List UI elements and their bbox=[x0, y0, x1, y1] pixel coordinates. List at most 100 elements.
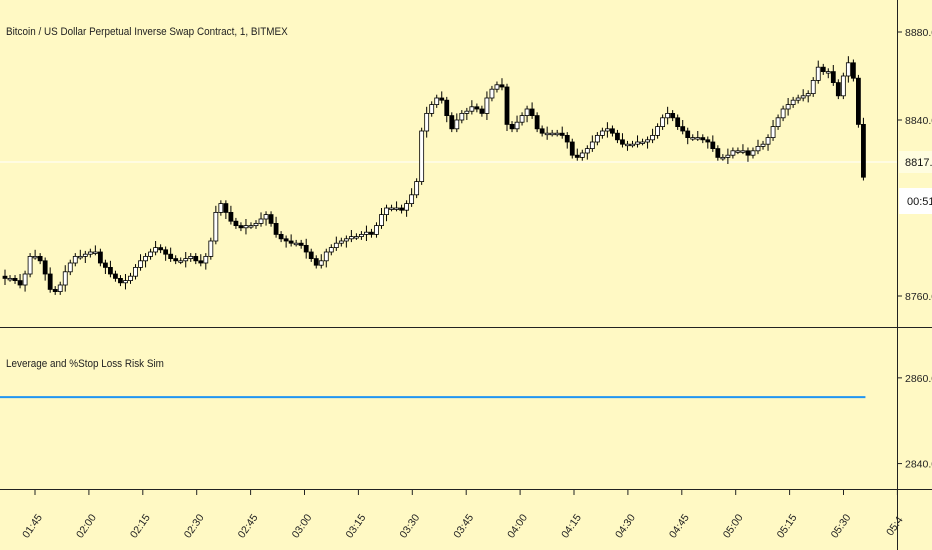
candle-body-down bbox=[369, 231, 374, 235]
candle-body-up bbox=[459, 113, 465, 121]
candle-body-up bbox=[7, 277, 13, 281]
candle-body-down bbox=[835, 82, 841, 97]
candle-body-down bbox=[313, 258, 319, 266]
candle-body-down bbox=[861, 124, 866, 178]
indicator-tick-label: 2860.0 bbox=[905, 373, 932, 385]
indicator-ticks-group: 2860.0 2840.0 bbox=[897, 373, 932, 471]
candle-body-up bbox=[810, 80, 816, 95]
candle-body-up bbox=[785, 104, 791, 110]
candle-body-up bbox=[660, 117, 666, 128]
candle-body-up bbox=[434, 97, 440, 105]
candle-body-up bbox=[153, 247, 159, 253]
candle-body-up bbox=[454, 119, 460, 130]
candle-body-down bbox=[705, 139, 711, 143]
candle-body-up bbox=[795, 97, 801, 101]
candle-body-up bbox=[645, 139, 650, 143]
candle-body-up bbox=[263, 214, 269, 220]
price-ticks-group: 8880.0 8840.0 8760.0 bbox=[897, 27, 932, 303]
candle-body-up bbox=[123, 280, 128, 284]
candle-body-up bbox=[484, 97, 490, 114]
candle-body-up bbox=[750, 150, 756, 156]
candle-body-down bbox=[228, 211, 234, 222]
candle-body-down bbox=[168, 253, 174, 259]
candle-body-up bbox=[655, 126, 660, 136]
candle-body-up bbox=[419, 130, 425, 182]
candle-body-down bbox=[670, 113, 676, 119]
candle-body-up bbox=[389, 207, 394, 210]
candle-body-down bbox=[278, 233, 284, 240]
candle-body-down bbox=[439, 97, 445, 101]
candle-body-down bbox=[273, 222, 279, 235]
candle-body-up bbox=[790, 99, 796, 105]
symbol-title[interactable]: Bitcoin / US Dollar Perpetual Inverse Sw… bbox=[6, 26, 288, 38]
candle-body-down bbox=[298, 242, 304, 246]
candle-body-down bbox=[534, 115, 540, 130]
candle-body-down bbox=[499, 84, 505, 88]
candle-body-up bbox=[690, 137, 696, 140]
candle-body-up bbox=[554, 132, 560, 136]
candle-body-up bbox=[605, 128, 610, 132]
candle-body-up bbox=[384, 207, 389, 215]
candle-body-down bbox=[163, 249, 169, 255]
candle-body-up bbox=[67, 262, 73, 273]
countdown-label: 00:51 bbox=[907, 196, 932, 208]
candle-body-up bbox=[243, 225, 249, 229]
candle-body-up bbox=[188, 255, 194, 259]
countdown-box bbox=[899, 188, 932, 214]
candle-body-up bbox=[87, 251, 93, 255]
candle-body-up bbox=[32, 255, 38, 259]
candle-body-down bbox=[399, 207, 404, 211]
candle-body-down bbox=[685, 130, 691, 138]
candle-body-down bbox=[700, 137, 706, 141]
candle-body-down bbox=[173, 258, 179, 262]
candle-body-up bbox=[318, 260, 324, 266]
candle-body-up bbox=[740, 150, 746, 153]
candle-body-up bbox=[519, 115, 525, 123]
candle-body-down bbox=[238, 225, 244, 229]
candle-body-down bbox=[559, 132, 565, 136]
candle-body-down bbox=[680, 126, 686, 132]
candle-body-up bbox=[524, 108, 530, 116]
candle-body-up bbox=[494, 84, 500, 90]
candle-body-up bbox=[333, 242, 339, 248]
candle-body-up bbox=[92, 251, 98, 254]
candle-body-up bbox=[82, 253, 88, 257]
candle-body-down bbox=[52, 288, 58, 292]
candle-body-up bbox=[665, 113, 671, 119]
indicator-title[interactable]: Leverage and %Stop Loss Risk Sim bbox=[6, 358, 164, 370]
candle-body-up bbox=[755, 145, 761, 152]
candle-body-up bbox=[845, 62, 851, 77]
candle-body-up bbox=[825, 71, 831, 74]
candle-body-down bbox=[615, 132, 620, 141]
candle-body-up bbox=[293, 242, 299, 246]
candle-body-down bbox=[574, 154, 580, 158]
candle-body-down bbox=[2, 275, 8, 279]
candle-body-down bbox=[193, 255, 199, 262]
candle-body-up bbox=[780, 108, 786, 119]
candle-body-down bbox=[233, 220, 239, 226]
candle-body-up bbox=[359, 233, 364, 237]
candle-body-up bbox=[775, 117, 781, 128]
candle-body-up bbox=[62, 271, 68, 286]
candle-body-up bbox=[414, 181, 420, 196]
candle-body-up bbox=[213, 211, 219, 242]
candle-body-up bbox=[404, 203, 410, 211]
candle-body-up bbox=[650, 134, 655, 141]
candle-body-up bbox=[489, 88, 495, 99]
candle-body-down bbox=[158, 247, 164, 251]
candle-body-up bbox=[178, 260, 184, 263]
candle-body-down bbox=[303, 244, 309, 253]
candle-body-up bbox=[635, 141, 640, 145]
candle-body-down bbox=[47, 273, 53, 290]
candle-body-down bbox=[620, 139, 625, 145]
candle-body-down bbox=[17, 280, 23, 286]
candle-body-up bbox=[27, 255, 33, 275]
candles-group bbox=[2, 56, 866, 295]
candle-body-up bbox=[584, 148, 590, 154]
candle-body-up bbox=[348, 236, 354, 240]
candle-body-up bbox=[183, 258, 189, 262]
candle-body-down bbox=[830, 71, 836, 83]
candle-body-down bbox=[288, 240, 294, 244]
